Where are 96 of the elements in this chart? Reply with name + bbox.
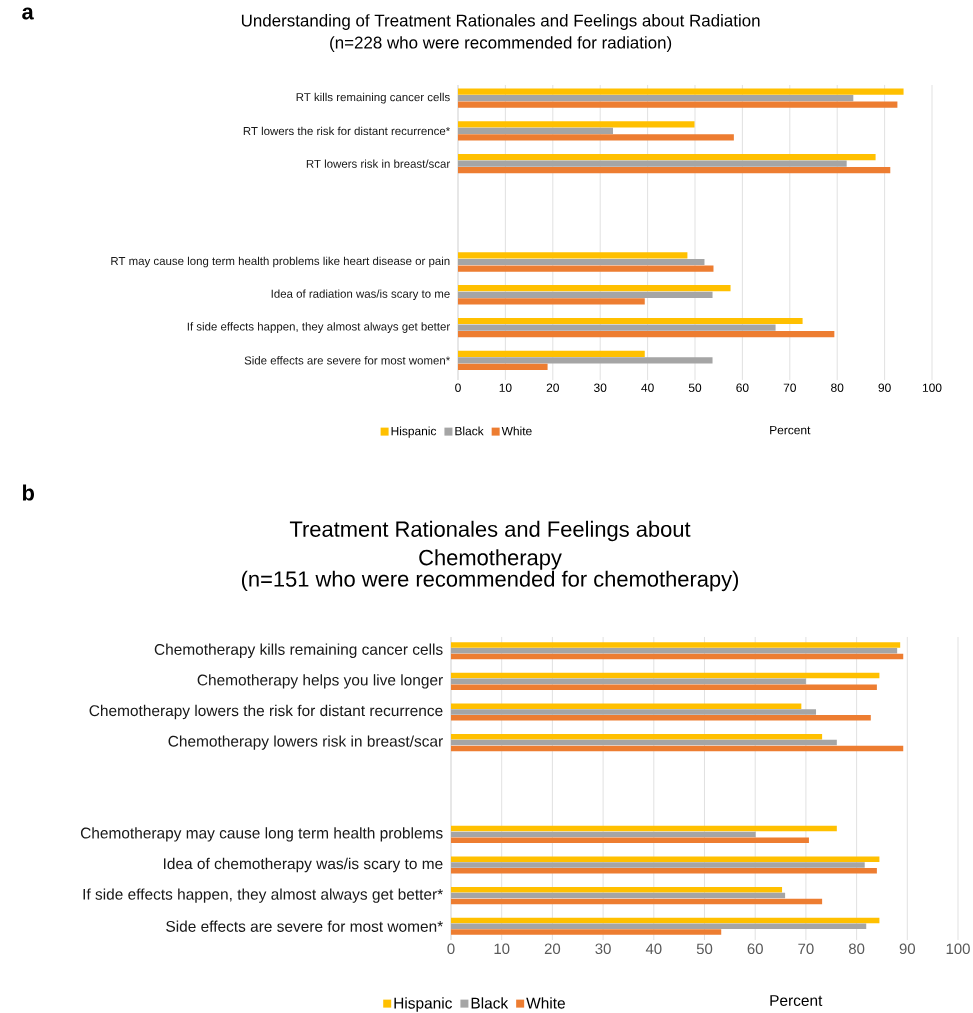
bar: [458, 285, 731, 292]
legend-label: Hispanic: [391, 426, 437, 438]
bar: [451, 825, 837, 832]
x-tick-label: 50: [688, 383, 702, 392]
bar: [451, 923, 867, 929]
bar: [458, 357, 713, 364]
x-tick-label: 20: [546, 383, 559, 392]
x-tick-label: 90: [878, 383, 891, 392]
bar: [451, 642, 901, 648]
y-tick-label: Chemotherapy lowers the risk for distant recurrence: [89, 704, 443, 720]
bar: [458, 95, 854, 102]
x-tick-label: 30: [595, 943, 611, 955]
bar: [458, 88, 904, 95]
bar: [451, 856, 880, 862]
bar: [451, 672, 880, 679]
bar: [451, 745, 904, 752]
y-tick-label: Side effects are severe for most women*: [166, 920, 443, 932]
x-tick-label: 0: [447, 943, 455, 955]
bar: [458, 167, 891, 174]
y-tick-label: If side effects happen, they almost always get better: [187, 322, 450, 333]
y-tick-label: If side effects happen, they almost always get better*: [83, 888, 443, 903]
y-tick-label: Chemotherapy may cause long term health problems: [80, 827, 443, 842]
bar: [451, 862, 865, 868]
bar: [458, 265, 714, 272]
x-tick-label: 40: [645, 943, 662, 955]
bar: [451, 703, 802, 709]
text: a: [22, 7, 34, 20]
x-axis-title: Percent: [770, 995, 823, 1006]
bar: [451, 653, 904, 660]
bar: [458, 101, 898, 108]
bar: [458, 291, 713, 298]
bar: [451, 887, 783, 893]
x-tick-label: 70: [798, 943, 814, 955]
bar: [458, 154, 876, 161]
bar: [458, 252, 688, 259]
x-tick-label: 50: [696, 943, 713, 955]
bar: [451, 734, 823, 740]
x-tick-label: 70: [783, 383, 796, 392]
y-tick-label: Chemotherapy kills remaining cancer cells: [154, 643, 443, 658]
bar: [451, 898, 823, 905]
legend-label: White: [501, 426, 532, 436]
legend-label: White: [526, 997, 565, 1009]
x-tick-label: 10: [499, 383, 512, 392]
y-tick-label: Side effects are severe for most women*: [244, 356, 451, 365]
bar: [451, 917, 880, 924]
bar: [451, 868, 877, 874]
bar: [451, 709, 817, 715]
bar: [458, 317, 803, 325]
bar: [451, 678, 806, 685]
legend-label: Black: [471, 997, 509, 1009]
bar: [451, 837, 809, 843]
bar: [458, 350, 645, 357]
bar: [458, 134, 734, 141]
chart-title: Treatment Rationales and Feelings about Chemotherapy: [289, 520, 691, 570]
bar: [458, 127, 613, 134]
y-tick-label: RT kills remaining cancer cells: [296, 92, 450, 104]
bar: [458, 258, 705, 266]
legend-label: Black: [455, 426, 484, 436]
x-tick-label: 40: [641, 383, 654, 392]
chart-subtitle: (n=151 who were recommended for chemotherapy): [241, 570, 739, 592]
x-tick-label: 100: [946, 943, 970, 955]
y-tick-label: Chemotherapy lowers risk in breast/scar: [168, 735, 443, 750]
chart-title: Understanding of Treatment Rationales and Feelings about Radiation: [241, 14, 760, 30]
text: b: [22, 484, 34, 501]
chart-subtitle: (n=228 who were recommended for radiation): [330, 36, 672, 52]
bar: [451, 648, 898, 654]
bar: [451, 892, 786, 899]
y-tick-label: Chemotherapy helps you live longer: [197, 674, 443, 689]
x-tick-label: 10: [494, 943, 510, 955]
y-tick-label: Idea of chemotherapy was/is scary to me: [163, 857, 443, 873]
y-tick-label: RT lowers the risk for distant recurrence*: [243, 126, 451, 136]
bar: [451, 715, 871, 721]
bar: [451, 929, 722, 935]
x-tick-label: 0: [455, 383, 461, 392]
x-tick-label: 90: [899, 943, 916, 955]
x-tick-label: 80: [848, 943, 865, 955]
bar: [458, 121, 695, 128]
x-tick-label: 100: [922, 383, 942, 392]
x-tick-label: 80: [831, 383, 844, 392]
legend-label: Hispanic: [394, 997, 452, 1012]
bar: [451, 831, 756, 838]
bar: [458, 324, 776, 331]
y-tick-label: Idea of radiation was/is scary to me: [271, 289, 450, 301]
y-tick-label: RT may cause long term health problems like heart disease or pain: [111, 256, 450, 268]
x-axis-title: Percent: [770, 425, 811, 435]
bar: [458, 298, 645, 305]
bar: [458, 330, 835, 338]
x-tick-label: 30: [594, 383, 607, 392]
bar: [458, 363, 548, 370]
x-tick-label: 60: [747, 943, 763, 955]
y-tick-label: RT lowers risk in breast/scar: [306, 159, 451, 168]
bar: [451, 739, 837, 746]
bar: [458, 160, 847, 167]
bar: [451, 684, 877, 690]
x-tick-label: 60: [736, 383, 749, 392]
x-tick-label: 20: [544, 943, 561, 955]
